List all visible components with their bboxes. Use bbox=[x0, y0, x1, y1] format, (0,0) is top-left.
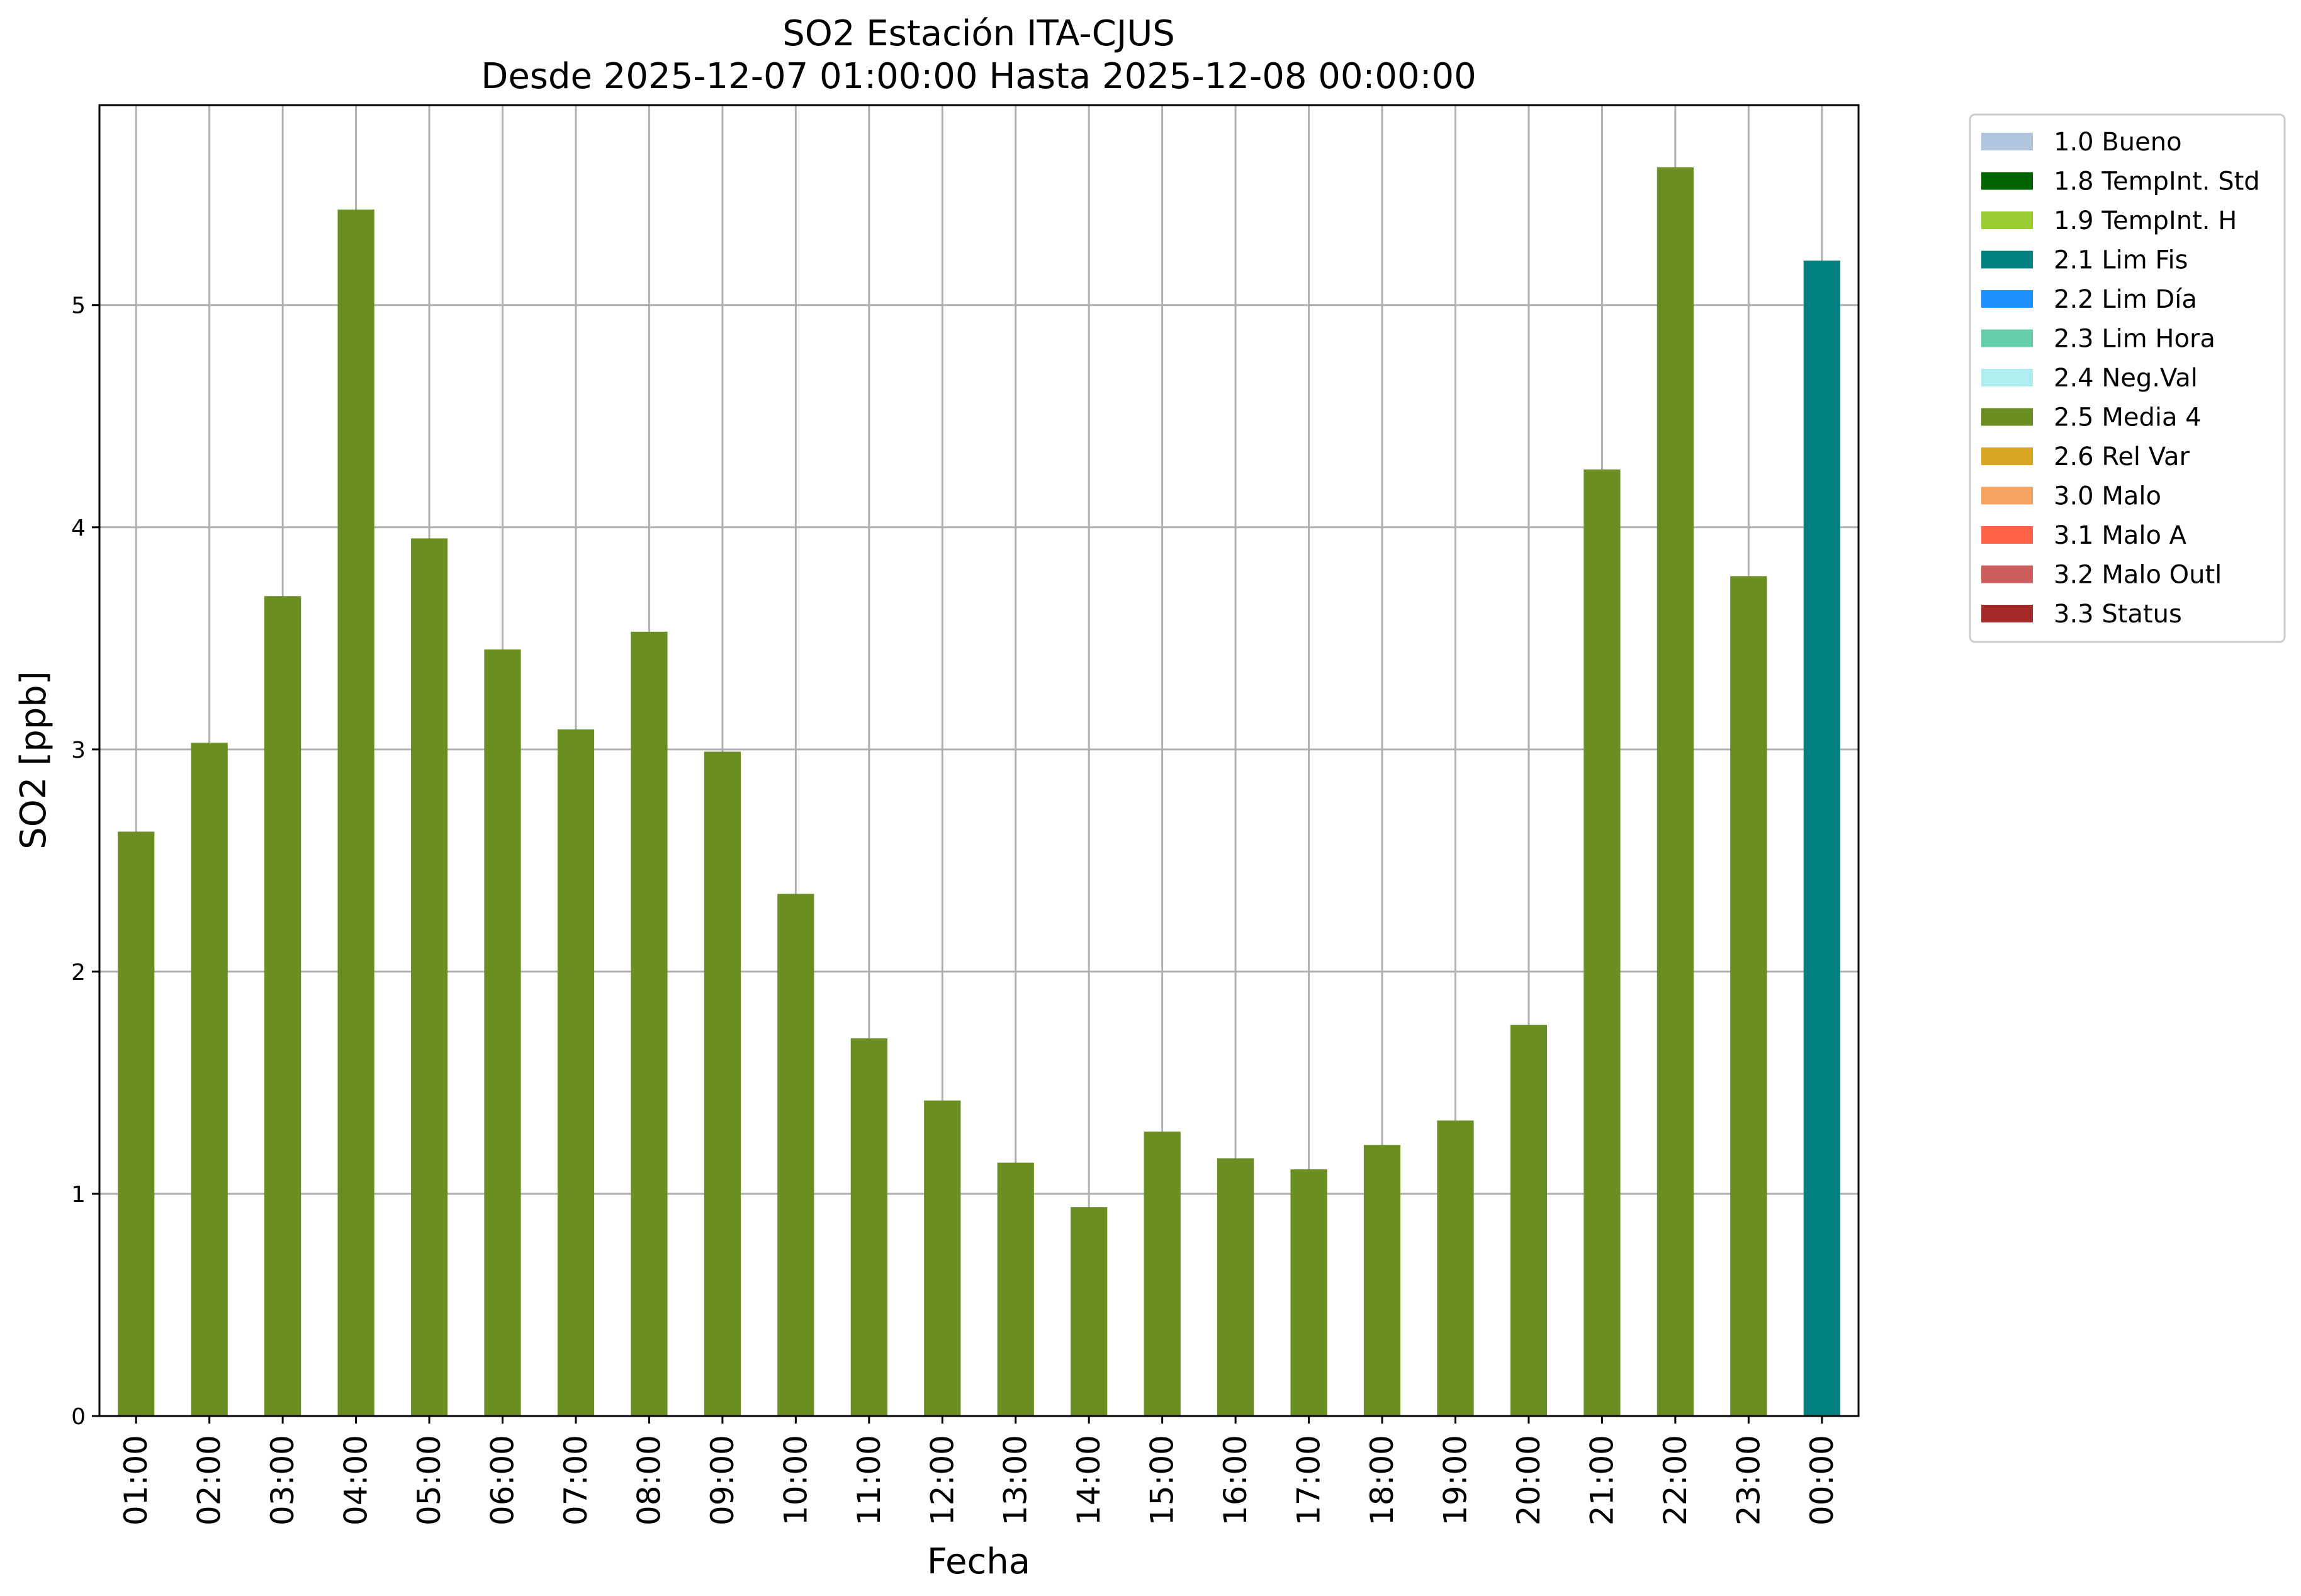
chart-title: SO2 Estación ITA-CJUS bbox=[782, 13, 1175, 54]
legend-swatch bbox=[1981, 408, 2033, 426]
legend-label: 1.8 TempInt. Std bbox=[2054, 167, 2260, 196]
legend-label: 2.3 Lim Hora bbox=[2054, 325, 2215, 354]
x-tick-label: 05:00 bbox=[411, 1435, 447, 1526]
x-axis-label: Fecha bbox=[927, 1541, 1030, 1582]
bar-09:00 bbox=[704, 751, 741, 1416]
legend-swatch bbox=[1981, 565, 2033, 583]
bar-07:00 bbox=[557, 729, 595, 1416]
x-tick-label: 11:00 bbox=[851, 1435, 887, 1526]
bar-11:00 bbox=[850, 1038, 887, 1416]
legend-swatch bbox=[1981, 329, 2033, 347]
bar-18:00 bbox=[1363, 1145, 1401, 1416]
legend-swatch bbox=[1981, 211, 2033, 229]
y-tick-label: 2 bbox=[71, 960, 86, 986]
legend-frame bbox=[1969, 113, 2286, 643]
legend-swatch bbox=[1981, 290, 2033, 308]
legend-swatch bbox=[1981, 133, 2033, 150]
x-tick-label: 13:00 bbox=[998, 1435, 1034, 1526]
legend-swatch bbox=[1981, 447, 2033, 465]
y-tick-label: 4 bbox=[71, 515, 86, 541]
x-tick-label: 01:00 bbox=[118, 1435, 154, 1526]
x-tick-label: 22:00 bbox=[1657, 1435, 1694, 1526]
x-tick-label: 20:00 bbox=[1511, 1435, 1547, 1526]
chart-subtitle: Desde 2025-12-07 01:00:00 Hasta 2025-12-… bbox=[481, 56, 1477, 97]
x-tick-label: 23:00 bbox=[1730, 1435, 1767, 1526]
x-tick-label: 09:00 bbox=[704, 1435, 741, 1526]
y-axis-label: SO2 [ppb] bbox=[13, 671, 54, 849]
legend-label: 1.0 Bueno bbox=[2054, 128, 2182, 157]
legend: 1.0 Bueno 1.8 TempInt. Std 1.9 TempInt. H 2… bbox=[1969, 113, 2286, 643]
y-tick-label: 1 bbox=[71, 1182, 86, 1208]
x-tick-label: 16:00 bbox=[1217, 1435, 1254, 1526]
x-tick-label: 10:00 bbox=[777, 1435, 814, 1526]
bars bbox=[118, 167, 1840, 1417]
legend-label: 3.0 Malo bbox=[2054, 482, 2161, 511]
legend-swatch bbox=[1981, 526, 2033, 544]
x-tick-label: 18:00 bbox=[1364, 1435, 1400, 1526]
bar-12:00 bbox=[924, 1100, 961, 1416]
legend-label: 1.9 TempInt. H bbox=[2054, 206, 2237, 235]
y-tick-label: 3 bbox=[71, 738, 86, 763]
x-ticks: 01:00 02:00 03:00 04:00 05:00 06:00 07:00 08:00… bbox=[118, 1416, 1840, 1526]
legend-label: 3.2 Malo Outl bbox=[2054, 561, 2222, 590]
bar-13:00 bbox=[997, 1162, 1034, 1416]
bar-04:00 bbox=[337, 209, 374, 1417]
bar-10:00 bbox=[777, 894, 814, 1416]
x-tick-label: 08:00 bbox=[631, 1435, 667, 1526]
legend-swatch bbox=[1981, 250, 2033, 269]
bar-03:00 bbox=[264, 596, 301, 1416]
x-tick-label: 15:00 bbox=[1144, 1435, 1181, 1526]
x-tick-label: 12:00 bbox=[924, 1435, 960, 1526]
bar-14:00 bbox=[1071, 1207, 1108, 1416]
bar-06:00 bbox=[484, 649, 521, 1416]
bar-22:00 bbox=[1657, 167, 1694, 1416]
bar-00:00 bbox=[1803, 261, 1840, 1416]
x-tick-label: 17:00 bbox=[1291, 1435, 1327, 1526]
y-tick-label: 5 bbox=[71, 293, 86, 319]
bar-05:00 bbox=[410, 538, 448, 1416]
legend-label: 3.1 Malo A bbox=[2054, 521, 2187, 550]
bar-21:00 bbox=[1584, 469, 1621, 1416]
legend-label: 2.5 Media 4 bbox=[2054, 403, 2202, 432]
x-tick-label: 04:00 bbox=[338, 1435, 374, 1526]
bar-20:00 bbox=[1510, 1025, 1548, 1416]
y-tick-label: 0 bbox=[71, 1404, 86, 1430]
legend-swatch bbox=[1981, 605, 2033, 622]
legend-label: 2.2 Lim Día bbox=[2054, 285, 2197, 314]
x-tick-label: 00:00 bbox=[1804, 1435, 1840, 1526]
bar-16:00 bbox=[1217, 1158, 1254, 1416]
bar-19:00 bbox=[1437, 1120, 1474, 1416]
x-tick-label: 21:00 bbox=[1584, 1435, 1620, 1526]
x-tick-label: 06:00 bbox=[485, 1435, 521, 1526]
x-tick-label: 02:00 bbox=[191, 1435, 228, 1526]
x-tick-label: 14:00 bbox=[1071, 1435, 1107, 1526]
x-tick-label: 07:00 bbox=[558, 1435, 594, 1526]
bar-01:00 bbox=[118, 831, 155, 1416]
legend-label: 3.3 Status bbox=[2054, 600, 2182, 629]
x-tick-label: 19:00 bbox=[1437, 1435, 1473, 1526]
x-tick-label: 03:00 bbox=[264, 1435, 301, 1526]
legend-swatch bbox=[1981, 172, 2033, 190]
legend-swatch bbox=[1981, 369, 2033, 386]
legend-swatch bbox=[1981, 486, 2033, 505]
bar-02:00 bbox=[191, 743, 228, 1416]
bar-23:00 bbox=[1730, 576, 1767, 1416]
plot-frame bbox=[98, 104, 1860, 1417]
y-ticks: 0 1 2 3 4 5 bbox=[71, 293, 99, 1430]
legend-label: 2.1 Lim Fis bbox=[2054, 246, 2188, 275]
bar-08:00 bbox=[631, 631, 668, 1417]
legend-label: 2.6 Rel Var bbox=[2054, 442, 2190, 471]
legend-label: 2.4 Neg.Val bbox=[2054, 364, 2198, 393]
bar-17:00 bbox=[1290, 1169, 1327, 1416]
bar-15:00 bbox=[1144, 1132, 1181, 1416]
